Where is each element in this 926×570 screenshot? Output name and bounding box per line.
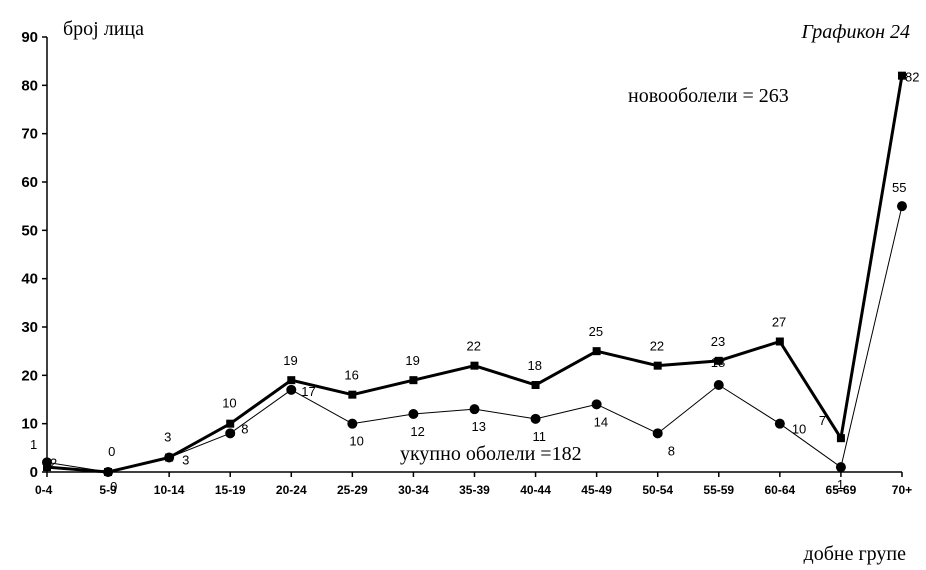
- data-label-new: 7: [819, 413, 826, 428]
- x-tick-label: 15-19: [215, 483, 246, 497]
- data-label-total: 17: [301, 384, 315, 399]
- data-label-new: 16: [344, 368, 358, 383]
- x-tick-label: 0-4: [35, 483, 53, 497]
- point-marker-total: [286, 384, 297, 395]
- data-label-total: 8: [668, 443, 675, 458]
- point-marker-new: [836, 434, 845, 443]
- data-label-new: 10: [222, 396, 236, 411]
- data-label-total: 13: [471, 419, 485, 434]
- x-tick-label: 10-14: [154, 483, 185, 497]
- point-marker-new: [348, 390, 357, 399]
- x-tick-label: 55-59: [703, 483, 734, 497]
- point-marker-total: [591, 399, 602, 410]
- x-tick-label: 20-24: [276, 483, 307, 497]
- point-marker-new: [775, 337, 784, 346]
- point-marker-total: [713, 380, 724, 390]
- x-tick-label: 50-54: [642, 483, 673, 497]
- y-tick-label: 50: [21, 222, 38, 239]
- x-tick-label: 25-29: [337, 483, 368, 497]
- point-marker-total: [42, 457, 52, 468]
- point-marker-total: [835, 462, 846, 473]
- x-tick-label: 60-64: [764, 483, 795, 497]
- data-label-new: 82: [905, 70, 919, 85]
- point-marker-total: [225, 428, 236, 439]
- y-tick-label: 60: [21, 174, 38, 191]
- y-tick-label: 90: [21, 29, 38, 46]
- data-label-new: 1: [30, 437, 37, 452]
- point-marker-total: [408, 409, 419, 419]
- x-tick-label: 5-9: [99, 483, 117, 497]
- data-label-total: 0: [110, 479, 117, 494]
- data-label-total: 14: [594, 414, 608, 429]
- point-marker-new: [226, 419, 235, 428]
- data-label-new: 22: [466, 339, 480, 354]
- point-marker-total: [469, 404, 480, 415]
- y-tick-label: 20: [21, 367, 38, 384]
- data-label-new: 25: [589, 324, 603, 339]
- series-label-total: укупно оболели =182: [400, 443, 582, 465]
- point-marker-new: [897, 71, 906, 80]
- y-ticks: 0 10 20 30 40 50 60 70 80 90: [21, 29, 47, 481]
- data-label-total: 3: [182, 453, 189, 468]
- data-label-total: 2: [50, 455, 57, 470]
- x-tick-label: 30-34: [398, 483, 429, 497]
- y-tick-label: 10: [21, 416, 38, 433]
- data-label-total: 55: [892, 180, 906, 195]
- point-marker-total: [103, 467, 114, 477]
- x-tick-label: 35-39: [459, 483, 490, 497]
- point-marker-total: [652, 428, 663, 439]
- x-tick-label: 40-44: [520, 483, 551, 497]
- data-label-new: 18: [528, 358, 542, 373]
- y-tick-label: 80: [21, 77, 38, 94]
- data-label-total: 8: [241, 421, 248, 436]
- point-marker-new: [470, 361, 479, 370]
- y-tick-label: 30: [21, 319, 38, 336]
- data-label-new: 19: [405, 353, 419, 368]
- point-marker-total: [774, 418, 785, 429]
- point-marker-new: [409, 376, 418, 385]
- point-marker-new: [531, 381, 540, 389]
- y-tick-label: 40: [21, 271, 38, 288]
- x-ticks: 0-4 5-9 10-14 15-19 20-24 25-29 30-34 35-39 40-4…: [35, 472, 912, 497]
- series-label-new: новооболели = 263: [628, 85, 789, 107]
- data-label-new: 0: [108, 444, 115, 459]
- series-markers: [42, 71, 907, 477]
- point-marker-total: [347, 418, 358, 429]
- point-marker-total: [896, 201, 907, 212]
- data-label-total: 1: [837, 477, 844, 492]
- data-label-new: 23: [711, 334, 725, 349]
- data-label-new: 22: [650, 339, 664, 354]
- data-label-new: 27: [772, 315, 786, 330]
- point-marker-new: [714, 356, 723, 365]
- data-label-total: 11: [533, 429, 547, 444]
- x-axis-label: добне групе: [804, 543, 907, 565]
- y-tick-label: 70: [21, 126, 38, 143]
- data-label-new: 19: [283, 353, 297, 368]
- point-marker-total: [530, 413, 541, 424]
- y-tick-label: 0: [30, 464, 38, 481]
- data-label-total: 12: [410, 424, 424, 439]
- x-tick-label: 45-49: [581, 483, 612, 497]
- x-tick-label: 70+: [892, 483, 912, 497]
- data-label-total: 10: [349, 434, 363, 449]
- data-label-total: 18: [711, 355, 725, 370]
- data-label-total: 10: [792, 422, 806, 437]
- chart-title: Графикон 24: [800, 21, 910, 43]
- point-marker-new: [653, 361, 662, 370]
- y-axis-label: број лица: [63, 18, 144, 40]
- x-tick-label: 65-69: [826, 483, 857, 497]
- point-marker-new: [287, 376, 296, 385]
- data-label-new: 3: [164, 430, 171, 445]
- point-marker-total: [164, 452, 175, 463]
- point-marker-new: [592, 347, 601, 356]
